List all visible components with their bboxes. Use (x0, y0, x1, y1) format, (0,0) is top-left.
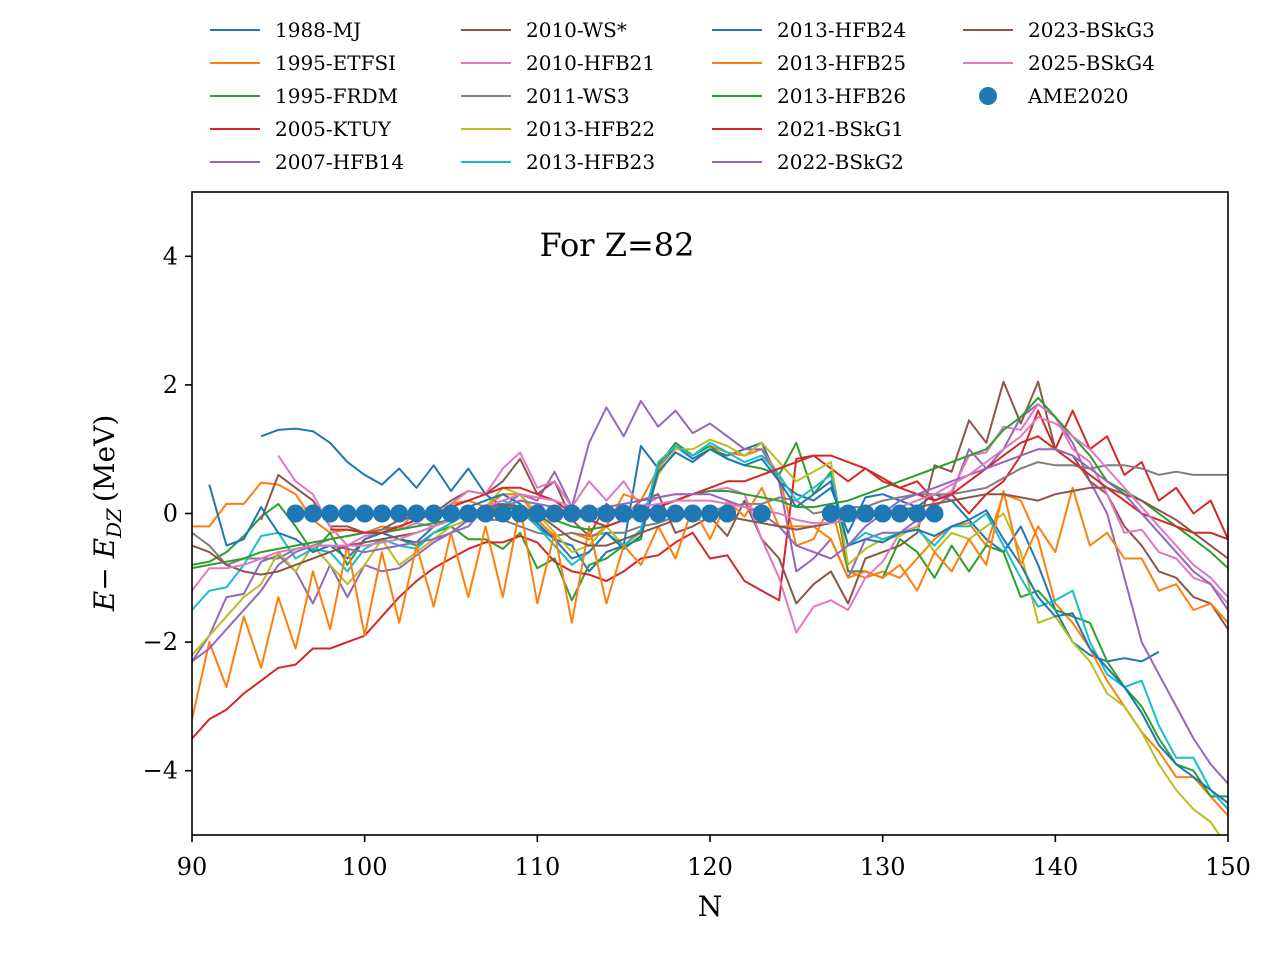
data-point-ame2020 (890, 504, 909, 523)
x-tick-label: 110 (514, 853, 560, 881)
x-tick-label: 90 (177, 853, 208, 881)
legend-label-1995-frdm: 1995-FRDM (275, 84, 398, 108)
legend-label-2013-hfb22: 2013-HFB22 (526, 117, 655, 141)
data-point-ame2020 (718, 504, 737, 523)
legend-label-2021-bskg1: 2021-BSkG1 (777, 117, 904, 141)
data-point-ame2020 (442, 504, 460, 523)
legend-label-2010-ws: 2010-WS* (526, 18, 627, 42)
x-tick-label: 140 (1032, 853, 1078, 881)
legend-label-1995-etfsi: 1995-ETFSI (275, 51, 396, 75)
legend-label-2013-hfb24: 2013-HFB24 (777, 18, 906, 42)
data-point-ame2020 (545, 504, 564, 523)
data-point-ame2020 (286, 504, 305, 523)
data-point-ame2020 (856, 504, 875, 523)
y-axis: −4 −2 0 2 4 (143, 242, 192, 785)
x-tick-label: 150 (1205, 853, 1251, 881)
data-point-ame2020 (303, 504, 322, 523)
legend-label-2011-ws3: 2011-WS3 (526, 84, 630, 108)
series-line-2013-hfb24 (208, 448, 1228, 804)
data-point-ame2020 (614, 504, 633, 523)
legend-label-1988-mj: 1988-MJ (275, 18, 361, 42)
data-point-ame2020 (821, 504, 840, 523)
data-point-ame2020 (562, 504, 581, 523)
data-point-ame2020 (355, 504, 374, 523)
data-point-ame2020 (873, 504, 892, 523)
series-line-2013-hfb23 (192, 441, 1228, 810)
data-point-ame2020 (649, 504, 668, 523)
data-point-ame2020 (701, 504, 719, 523)
legend-label-2022-bskg2: 2022-BSkG2 (777, 150, 904, 174)
data-point-ame2020 (372, 504, 391, 523)
data-point-ame2020 (321, 504, 340, 523)
legend-label-2010-hfb21: 2010-HFB21 (526, 51, 655, 75)
data-point-ame2020 (908, 504, 927, 523)
series-line-2013-hfb25 (192, 486, 1228, 720)
data-point-ame2020 (407, 504, 426, 523)
data-point-ame2020 (511, 504, 530, 523)
data-point-ame2020 (459, 504, 478, 523)
legend-label-2013-hfb26: 2013-HFB26 (777, 84, 906, 108)
legend-label-2005-ktuy: 2005-KTUY (275, 117, 392, 141)
series-line-2022-bskg2 (192, 448, 1228, 663)
data-point-ame2020 (390, 504, 409, 523)
x-axis-title: N (698, 890, 723, 923)
legend-label-2025-bskg4: 2025-BSkG4 (1028, 51, 1155, 75)
data-point-ame2020 (839, 504, 858, 523)
scatter-layer (286, 504, 944, 523)
series-line-2021-bskg1 (330, 435, 1228, 541)
data-point-ame2020 (925, 504, 944, 523)
legend-swatch-ame2020 (979, 87, 997, 105)
series-line-2025-bskg4 (192, 416, 1228, 598)
data-point-ame2020 (493, 504, 512, 523)
data-point-ame2020 (580, 504, 599, 523)
y-axis-title: E− EDZ (MeV) (88, 415, 126, 613)
x-tick-label: 100 (342, 853, 388, 881)
legend-label-ame2020: AME2020 (1027, 84, 1128, 108)
data-point-ame2020 (476, 504, 495, 523)
legend-label-2013-hfb23: 2013-HFB23 (526, 150, 655, 174)
y-tick-label: 0 (163, 500, 178, 528)
data-point-ame2020 (752, 504, 771, 523)
y-tick-label: 4 (163, 242, 178, 270)
x-tick-label: 130 (860, 853, 906, 881)
x-tick-label: 120 (687, 853, 733, 881)
legend: 1988-MJ 1995-ETFSI 1995-FRDM 2005-KTUY 2007-… (210, 18, 1155, 174)
data-point-ame2020 (424, 504, 443, 523)
y-axis-title-e: E (88, 591, 121, 612)
data-point-ame2020 (683, 504, 702, 523)
y-tick-label: −4 (143, 757, 178, 785)
annotation-text: For Z=82 (540, 226, 695, 264)
data-point-ame2020 (338, 504, 357, 523)
data-point-ame2020 (528, 504, 547, 523)
x-axis: 90 100 110 120 130 140 150 (177, 835, 1251, 881)
legend-label-2007-hfb14: 2007-HFB14 (275, 150, 404, 174)
y-axis-title-unit: (MeV) (88, 415, 121, 502)
data-point-ame2020 (631, 504, 650, 523)
data-point-ame2020 (597, 504, 616, 523)
y-tick-label: 2 (163, 371, 178, 399)
legend-label-2013-hfb25: 2013-HFB25 (777, 51, 906, 75)
legend-label-2023-bskg3: 2023-BSkG3 (1028, 18, 1155, 42)
y-axis-title-minus: − E (88, 538, 121, 591)
y-tick-label: −2 (143, 628, 178, 656)
y-axis-title-subscript: DZ (102, 507, 126, 539)
series-layer (192, 380, 1228, 835)
data-point-ame2020 (666, 504, 685, 523)
